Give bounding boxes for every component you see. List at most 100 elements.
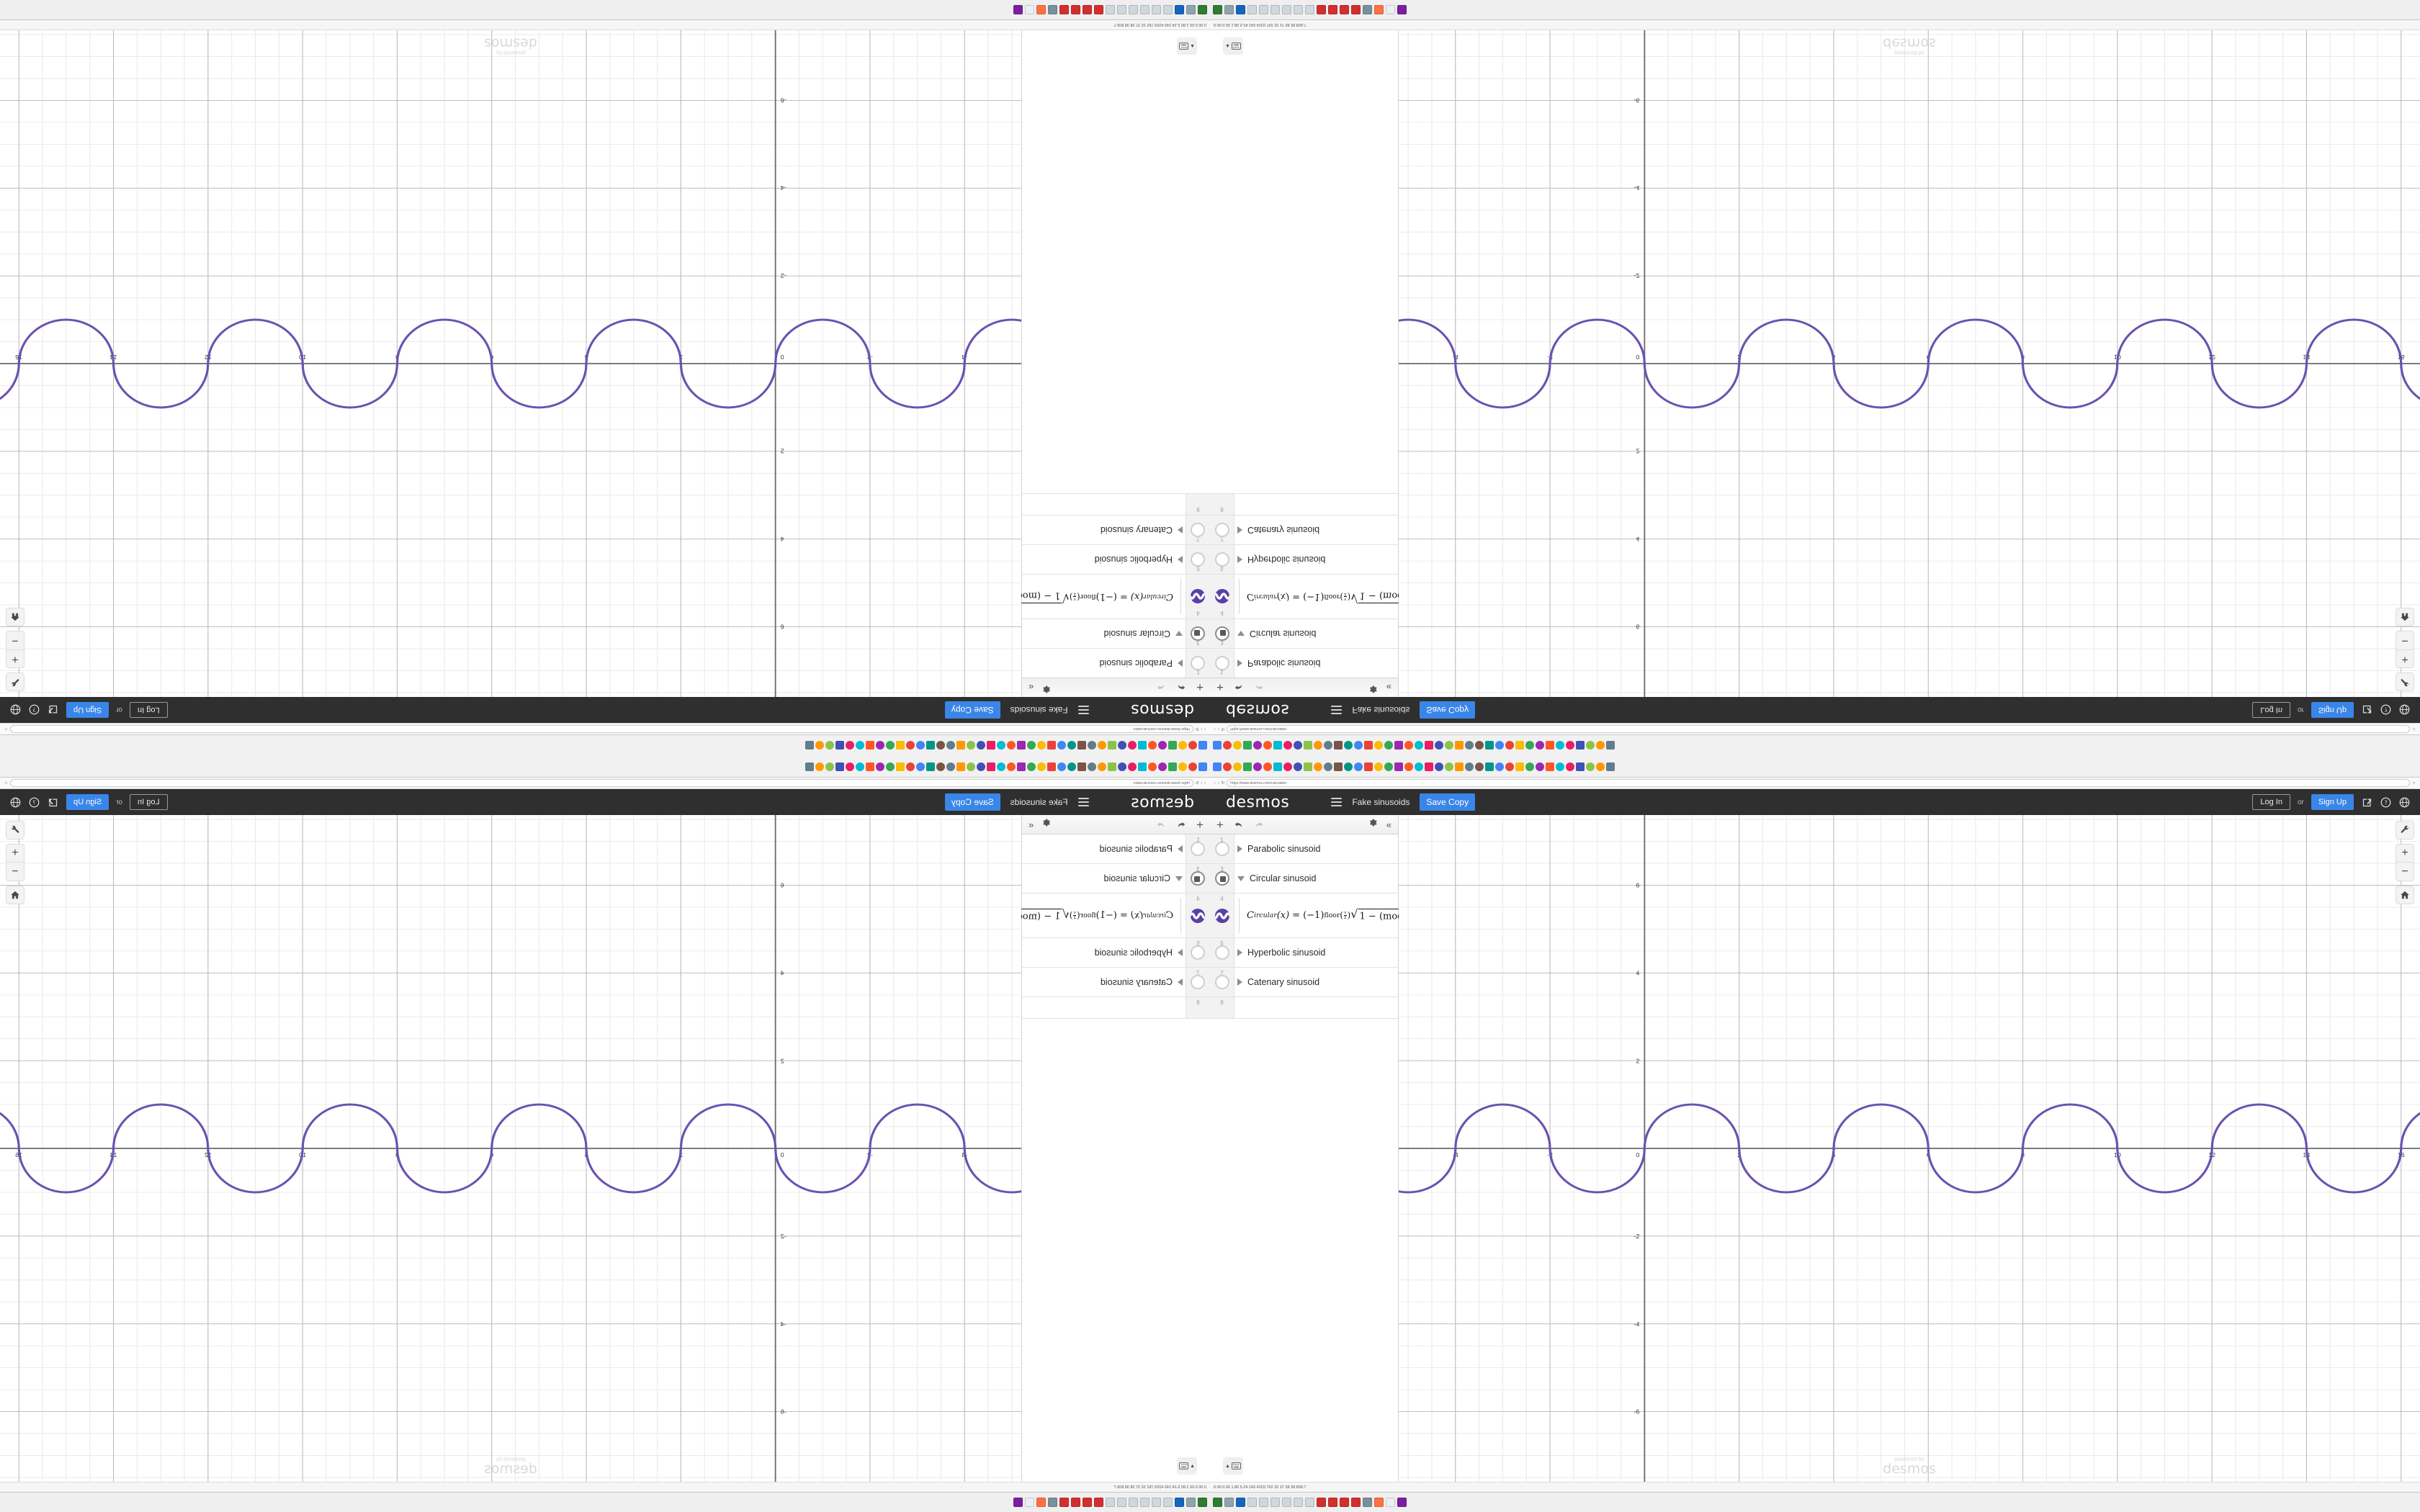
taskbar-icon[interactable] <box>1013 1498 1023 1507</box>
browser-tab-favicon[interactable] <box>835 741 844 750</box>
save-copy-button[interactable]: Save Copy <box>1420 793 1476 811</box>
taskbar-icon[interactable] <box>1036 1498 1046 1507</box>
browser-tab-favicon[interactable] <box>967 741 975 750</box>
keyboard-button[interactable]: ▲ <box>1223 1457 1243 1475</box>
browser-tab-favicon[interactable] <box>1435 762 1443 771</box>
browser-tab-favicon[interactable] <box>1017 741 1026 750</box>
browser-tab-favicon[interactable] <box>1057 741 1066 750</box>
browser-tab-favicon[interactable] <box>1253 741 1262 750</box>
wrench-icon[interactable] <box>2396 821 2414 840</box>
browser-tab-favicon[interactable] <box>1148 762 1157 771</box>
save-copy-button[interactable]: Save Copy <box>944 701 1000 719</box>
taskbar-icon[interactable] <box>1340 5 1349 14</box>
folder-bullet[interactable] <box>1191 552 1206 567</box>
sign-up-button[interactable]: Sign Up <box>66 794 109 810</box>
browser-tab-favicon[interactable] <box>866 762 874 771</box>
browser-tab-favicon[interactable] <box>946 762 955 771</box>
chevron-right-icon[interactable] <box>1178 556 1183 563</box>
row-gutter[interactable]: 5 <box>1210 938 1234 967</box>
redo-icon[interactable] <box>1254 819 1264 829</box>
browser-tab-strip[interactable] <box>1210 756 2420 778</box>
expression-row-blank[interactable]: 9 <box>1022 997 1210 1019</box>
taskbar-icon[interactable] <box>1363 5 1372 14</box>
taskbar-icon[interactable] <box>1175 1498 1184 1507</box>
row-gutter[interactable]: 1 <box>1186 834 1210 863</box>
plot-color-swatch[interactable] <box>1191 908 1206 923</box>
browser-tab-favicon[interactable] <box>1027 741 1036 750</box>
browser-tab-favicon[interactable] <box>1128 741 1137 750</box>
bookmark-star-icon[interactable]: ☆ <box>2412 726 2416 732</box>
graph-tool-buttons[interactable]: + − <box>2396 821 2414 904</box>
taskbar-icon[interactable] <box>1270 1498 1280 1507</box>
menu-hamburger-icon[interactable] <box>1077 798 1089 806</box>
browser-tab-favicon[interactable] <box>1546 762 1554 771</box>
chevron-right-icon[interactable] <box>1237 978 1242 986</box>
browser-tab-favicon[interactable] <box>1047 741 1056 750</box>
browser-tab-favicon[interactable] <box>1586 762 1595 771</box>
browser-tab-favicon[interactable] <box>1148 741 1157 750</box>
zoom-in-button[interactable]: + <box>6 649 24 668</box>
expression-row-blank[interactable]: 9 <box>1210 493 1398 515</box>
chevron-down-icon[interactable] <box>1175 876 1183 881</box>
browser-tab-favicon[interactable] <box>1178 741 1187 750</box>
zoom-in-button[interactable]: + <box>6 844 24 863</box>
browser-tab-favicon[interactable] <box>956 741 965 750</box>
browser-tab-favicon[interactable] <box>916 741 925 750</box>
browser-tab-favicon[interactable] <box>1088 762 1096 771</box>
taskbar-icon[interactable] <box>1282 5 1291 14</box>
keyboard-toggle-group[interactable]: ▲ <box>1177 1457 1197 1475</box>
browser-tab-favicon[interactable] <box>1108 762 1116 771</box>
browser-tab-favicon[interactable] <box>1324 762 1332 771</box>
browser-tab-favicon[interactable] <box>1077 741 1086 750</box>
browser-tab-favicon[interactable] <box>1394 741 1403 750</box>
sign-up-button[interactable]: Sign Up <box>2311 702 2354 718</box>
keyboard-button[interactable]: ▲ <box>1177 1457 1197 1475</box>
folder-label[interactable]: Catenary sinusoid <box>1100 977 1173 987</box>
undo-icon[interactable] <box>1176 819 1186 829</box>
taskbar-icon[interactable] <box>1397 5 1407 14</box>
taskbar-icon[interactable] <box>1374 1498 1384 1507</box>
browser-tab-favicon[interactable] <box>1374 741 1383 750</box>
browser-tab-favicon[interactable] <box>1223 762 1232 771</box>
folder-label[interactable]: Parabolic sinusoid <box>1247 844 1321 854</box>
taskbar-icon[interactable] <box>1025 5 1034 14</box>
folder-bullet[interactable] <box>1214 945 1229 960</box>
os-taskbar[interactable] <box>1210 1492 2420 1512</box>
row-gutter[interactable]: 4 <box>1186 894 1210 937</box>
language-globe-icon[interactable] <box>2398 704 2410 716</box>
browser-tab-favicon[interactable] <box>1324 741 1332 750</box>
browser-tab-favicon[interactable] <box>1344 741 1353 750</box>
browser-tab-favicon[interactable] <box>906 762 915 771</box>
taskbar-icon[interactable] <box>1305 5 1314 14</box>
row-gutter[interactable]: 7 <box>1186 968 1210 996</box>
language-globe-icon[interactable] <box>10 704 22 716</box>
folder-label[interactable]: Circular sinusoid <box>1250 873 1317 883</box>
folder-label[interactable]: Circular sinusoid <box>1103 629 1170 639</box>
browser-address-bar-row[interactable]: ‹ › ↻ https://www.desmos.com/calculator … <box>1210 778 2420 789</box>
folder-bullet[interactable] <box>1191 842 1206 856</box>
browser-tab-favicon[interactable] <box>825 762 834 771</box>
collapse-panel-button[interactable]: « <box>1386 819 1392 830</box>
gear-icon[interactable] <box>1043 681 1052 694</box>
browser-tab-favicon[interactable] <box>1233 762 1242 771</box>
browser-tab-favicon[interactable] <box>1263 762 1272 771</box>
browser-tab-favicon[interactable] <box>1067 741 1076 750</box>
browser-tab-favicon[interactable] <box>997 762 1005 771</box>
taskbar-icon[interactable] <box>1294 1498 1303 1507</box>
browser-tab-favicon[interactable] <box>956 762 965 771</box>
keyboard-toggle-group[interactable]: ▲ <box>1223 37 1243 55</box>
sign-up-button[interactable]: Sign Up <box>66 702 109 718</box>
browser-tab-favicon[interactable] <box>936 741 945 750</box>
folder-label[interactable]: Parabolic sinusoid <box>1247 658 1321 668</box>
folder-label[interactable]: Parabolic sinusoid <box>1099 658 1173 668</box>
browser-tab-favicon[interactable] <box>1037 762 1046 771</box>
taskbar-icon[interactable] <box>1083 5 1092 14</box>
browser-tab-favicon[interactable] <box>1435 741 1443 750</box>
expression-row-hyperbolic[interactable]: 5 Hyperbolic sinusoid <box>1210 544 1398 574</box>
graph-canvas[interactable]: -4 -2 2 4 6 8 10 12 14 16 -6 -4 -2 2 4 6 0 + − <box>1399 30 2420 697</box>
row-gutter[interactable]: 3 <box>1186 864 1210 893</box>
add-expression-button[interactable]: + <box>1216 680 1224 695</box>
browser-tab-favicon[interactable] <box>856 741 864 750</box>
